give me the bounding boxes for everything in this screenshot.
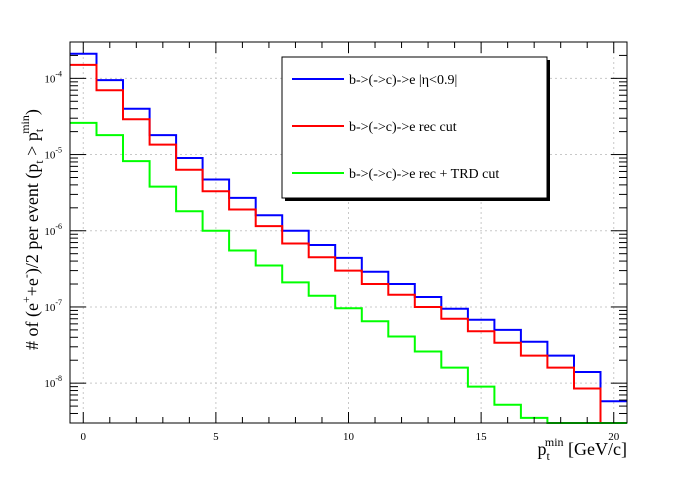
legend-entry: b->(->c)->e rec + TRD cut — [292, 167, 499, 182]
ticks: 0 5 10 15 20 10-8 10-7 10-6 10-5 10-4 — [44, 41, 627, 443]
legend-label: b->(->c)->e rec cut — [349, 120, 457, 135]
y-axis-title: # of (e++e-)/2 per event (pt > ptmin) — [18, 109, 46, 350]
y-tick-label: 10-4 — [44, 69, 62, 85]
legend-box-shadow-bottom — [285, 198, 550, 201]
y-tick-label: 10-7 — [44, 298, 62, 314]
x-tick-label: 10 — [343, 431, 355, 443]
y-tick-label: 10-6 — [44, 222, 62, 238]
x-tick-label: 15 — [476, 431, 488, 443]
y-tick-label: 10-8 — [44, 374, 62, 390]
series-line-1 — [70, 52, 627, 403]
legend-label: b->(->c)->e rec + TRD cut — [349, 167, 499, 182]
series-line-3 — [70, 121, 627, 424]
grid — [70, 42, 627, 423]
series-line-2 — [70, 63, 627, 424]
x-tick-label: 5 — [213, 431, 219, 443]
legend-entry: b->(->c)->e |η<0.9| — [292, 73, 457, 88]
legend-entry: b->(->c)->e rec cut — [292, 120, 457, 135]
legend-label: b->(->c)->e |η<0.9| — [349, 73, 457, 88]
x-tick-label: 0 — [81, 431, 87, 443]
legend-box-shadow — [547, 60, 550, 201]
legend: b->(->c)->e |η<0.9| b->(->c)->e rec cut … — [281, 56, 550, 201]
x-axis-title: ptmin [GeV/c] — [538, 435, 627, 463]
y-tick-label: 10-5 — [44, 146, 62, 162]
series-layer — [70, 52, 627, 424]
x-tick-label: 20 — [608, 431, 620, 443]
